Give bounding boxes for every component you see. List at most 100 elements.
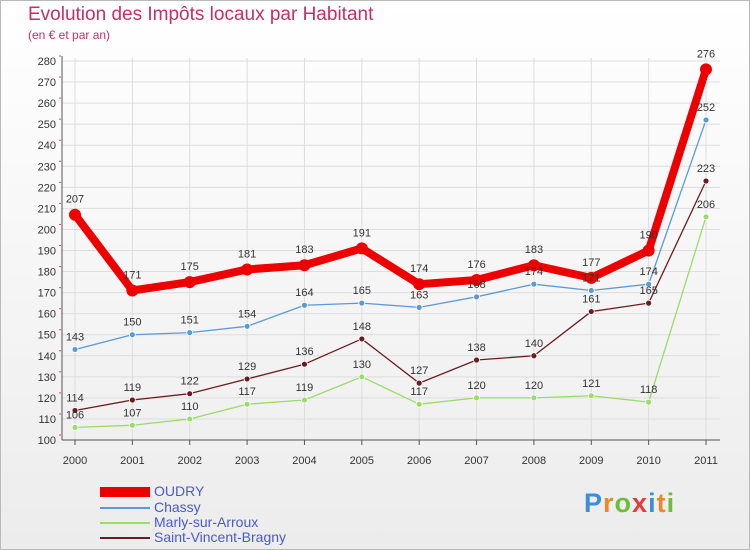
x-tick-label: 2007 <box>464 455 488 467</box>
data-point <box>587 392 595 400</box>
data-point <box>71 407 79 414</box>
data-label: 181 <box>238 248 256 260</box>
y-tick-label: 170 <box>38 288 56 300</box>
x-tick-label: 2004 <box>292 455 316 467</box>
y-tick-label: 140 <box>38 351 56 363</box>
legend-swatch-oudry <box>100 487 150 497</box>
data-label: 118 <box>640 384 658 396</box>
brand-letter: P <box>584 488 604 518</box>
y-tick-label: 240 <box>38 140 56 152</box>
y-tick-label: 200 <box>38 224 56 236</box>
data-label: 165 <box>353 285 371 297</box>
brand-letter: i <box>666 488 676 518</box>
data-label: 163 <box>410 289 428 301</box>
x-tick-label: 2006 <box>407 455 431 467</box>
data-point <box>69 208 81 221</box>
data-point <box>587 287 595 294</box>
series-line-0 <box>71 65 710 295</box>
x-tick-label: 2001 <box>120 455 144 467</box>
data-label: 161 <box>582 294 600 306</box>
data-point <box>126 284 139 297</box>
data-label: 117 <box>238 386 256 398</box>
legend-swatch-chassy <box>100 507 150 509</box>
data-point <box>128 396 136 404</box>
data-label: 127 <box>410 365 428 377</box>
data-point <box>358 299 366 307</box>
data-label: 119 <box>124 382 142 394</box>
data-point <box>702 177 710 185</box>
data-point <box>645 398 653 406</box>
data-point <box>355 242 368 255</box>
y-tick-label: 160 <box>38 309 56 321</box>
y-tick-label: 130 <box>38 372 56 384</box>
data-label: 171 <box>123 270 141 282</box>
x-tick-label: 2011 <box>694 455 718 467</box>
legend-swatch-saint-vincent <box>100 537 150 539</box>
x-tick-label: 2002 <box>177 455 201 467</box>
data-point <box>71 423 79 431</box>
y-tick-label: 100 <box>38 435 56 447</box>
data-label: 150 <box>123 317 141 329</box>
chart-title: Evolution des Impôts locaux par Habitant <box>28 4 374 25</box>
brand-letter: t <box>656 488 667 518</box>
data-label: 110 <box>181 401 199 413</box>
data-point <box>241 263 254 276</box>
data-point <box>530 394 538 402</box>
data-label: 122 <box>181 376 199 388</box>
y-tick-label: 110 <box>38 414 56 426</box>
data-label: 276 <box>697 48 715 60</box>
data-point <box>128 421 136 429</box>
x-tick-label: 2003 <box>235 455 259 467</box>
data-point <box>415 400 423 408</box>
data-label: 177 <box>582 257 600 269</box>
data-point <box>186 329 194 337</box>
data-point <box>645 299 653 307</box>
x-tick-label: 2010 <box>636 455 660 467</box>
data-point <box>527 259 540 272</box>
data-point <box>702 213 710 221</box>
data-point <box>243 375 251 383</box>
data-point <box>415 379 423 387</box>
data-label: 138 <box>467 342 485 354</box>
data-label: 206 <box>697 199 715 211</box>
data-point <box>243 400 251 408</box>
y-tick-label: 210 <box>38 203 56 215</box>
brand-letter: x <box>632 488 649 518</box>
y-tick-label: 150 <box>38 330 56 342</box>
data-label: 106 <box>66 409 84 421</box>
x-tick-label: 2008 <box>522 455 546 467</box>
data-label: 168 <box>467 279 485 291</box>
data-label: 117 <box>410 386 428 398</box>
data-label: 171 <box>582 273 600 285</box>
data-point <box>473 293 480 301</box>
data-label: 121 <box>582 378 600 390</box>
y-tick-label: 180 <box>38 267 56 279</box>
data-point <box>301 396 308 404</box>
brand-letter: o <box>614 488 633 518</box>
x-tick-label: 2009 <box>579 455 603 467</box>
data-label: 223 <box>697 163 715 175</box>
data-point <box>301 301 308 309</box>
data-label: 148 <box>353 321 371 333</box>
data-label: 183 <box>295 244 313 256</box>
chart-subtitle: (en € et par an) <box>28 28 111 42</box>
data-label: 165 <box>639 285 657 297</box>
data-point <box>700 63 712 76</box>
y-tick-label: 280 <box>38 56 56 68</box>
data-label: 140 <box>525 338 543 350</box>
data-point <box>702 116 710 124</box>
data-point <box>358 373 366 381</box>
data-point <box>530 280 538 288</box>
y-tick-label: 270 <box>38 77 56 89</box>
x-tick-label: 2005 <box>350 455 374 467</box>
data-label: 114 <box>66 393 84 405</box>
data-label: 129 <box>238 361 256 373</box>
data-point <box>470 273 483 286</box>
data-label: 207 <box>66 194 84 206</box>
y-tick-label: 220 <box>38 182 56 194</box>
data-label: 191 <box>353 227 371 239</box>
legend-label-oudry: OUDRY <box>154 483 205 499</box>
data-point <box>585 271 598 284</box>
data-label: 175 <box>181 261 199 273</box>
data-label: 176 <box>467 259 485 271</box>
